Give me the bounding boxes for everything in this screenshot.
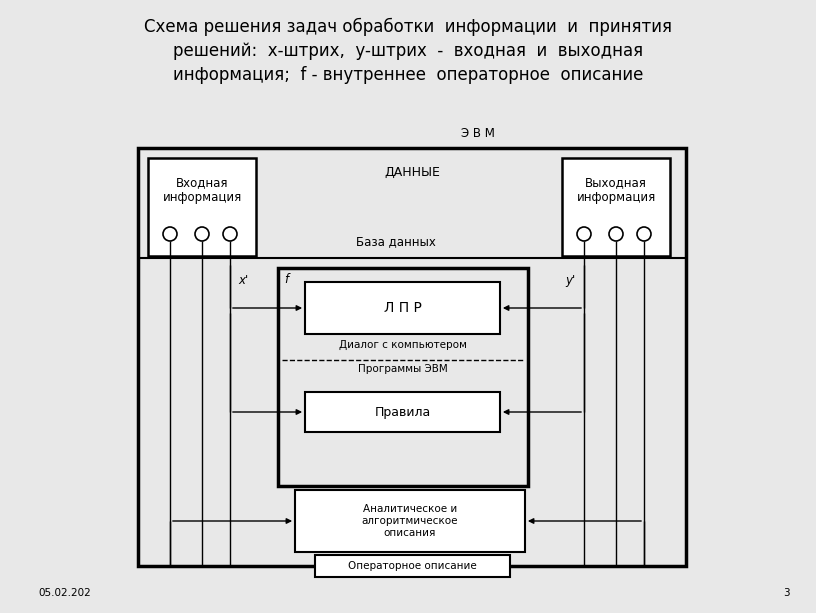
Text: Э В М: Э В М xyxy=(461,127,494,140)
Bar xyxy=(562,158,670,256)
Text: f: f xyxy=(284,273,288,286)
Text: решений:  x-штрих,  y-штрих  -  входная  и  выходная: решений: x-штрих, y-штрих - входная и вы… xyxy=(173,42,643,60)
Bar xyxy=(305,282,500,334)
Circle shape xyxy=(609,227,623,241)
Circle shape xyxy=(223,227,237,241)
Text: информация;  f - внутреннее  операторное  описание: информация; f - внутреннее операторное о… xyxy=(173,66,643,84)
Bar xyxy=(148,158,256,256)
Text: Выходная
информация: Выходная информация xyxy=(576,176,655,204)
Text: x': x' xyxy=(238,274,248,287)
Text: y': y' xyxy=(565,274,576,287)
Circle shape xyxy=(577,227,591,241)
Circle shape xyxy=(163,227,177,241)
Circle shape xyxy=(195,227,209,241)
Text: Аналитическое и
алгоритмическое
описания: Аналитическое и алгоритмическое описания xyxy=(361,504,459,538)
Text: Схема решения задач обработки  информации  и  принятия: Схема решения задач обработки информации… xyxy=(144,18,672,36)
Bar xyxy=(305,392,500,432)
Text: База данных: База данных xyxy=(356,235,436,248)
Bar xyxy=(315,555,510,577)
Text: Правила: Правила xyxy=(375,406,431,419)
Text: Л П Р: Л П Р xyxy=(384,301,421,315)
Text: 05.02.202: 05.02.202 xyxy=(38,588,91,598)
Text: Диалог с компьютером: Диалог с компьютером xyxy=(339,340,467,350)
Bar xyxy=(278,268,528,486)
Text: Операторное описание: Операторное описание xyxy=(348,561,477,571)
Text: Входная
информация: Входная информация xyxy=(162,176,242,204)
Bar xyxy=(138,148,686,566)
Text: ДАННЫЕ: ДАННЫЕ xyxy=(384,166,440,179)
Text: 3: 3 xyxy=(783,588,790,598)
Text: Программы ЭВМ: Программы ЭВМ xyxy=(358,364,448,374)
Circle shape xyxy=(637,227,651,241)
Bar xyxy=(295,490,525,552)
